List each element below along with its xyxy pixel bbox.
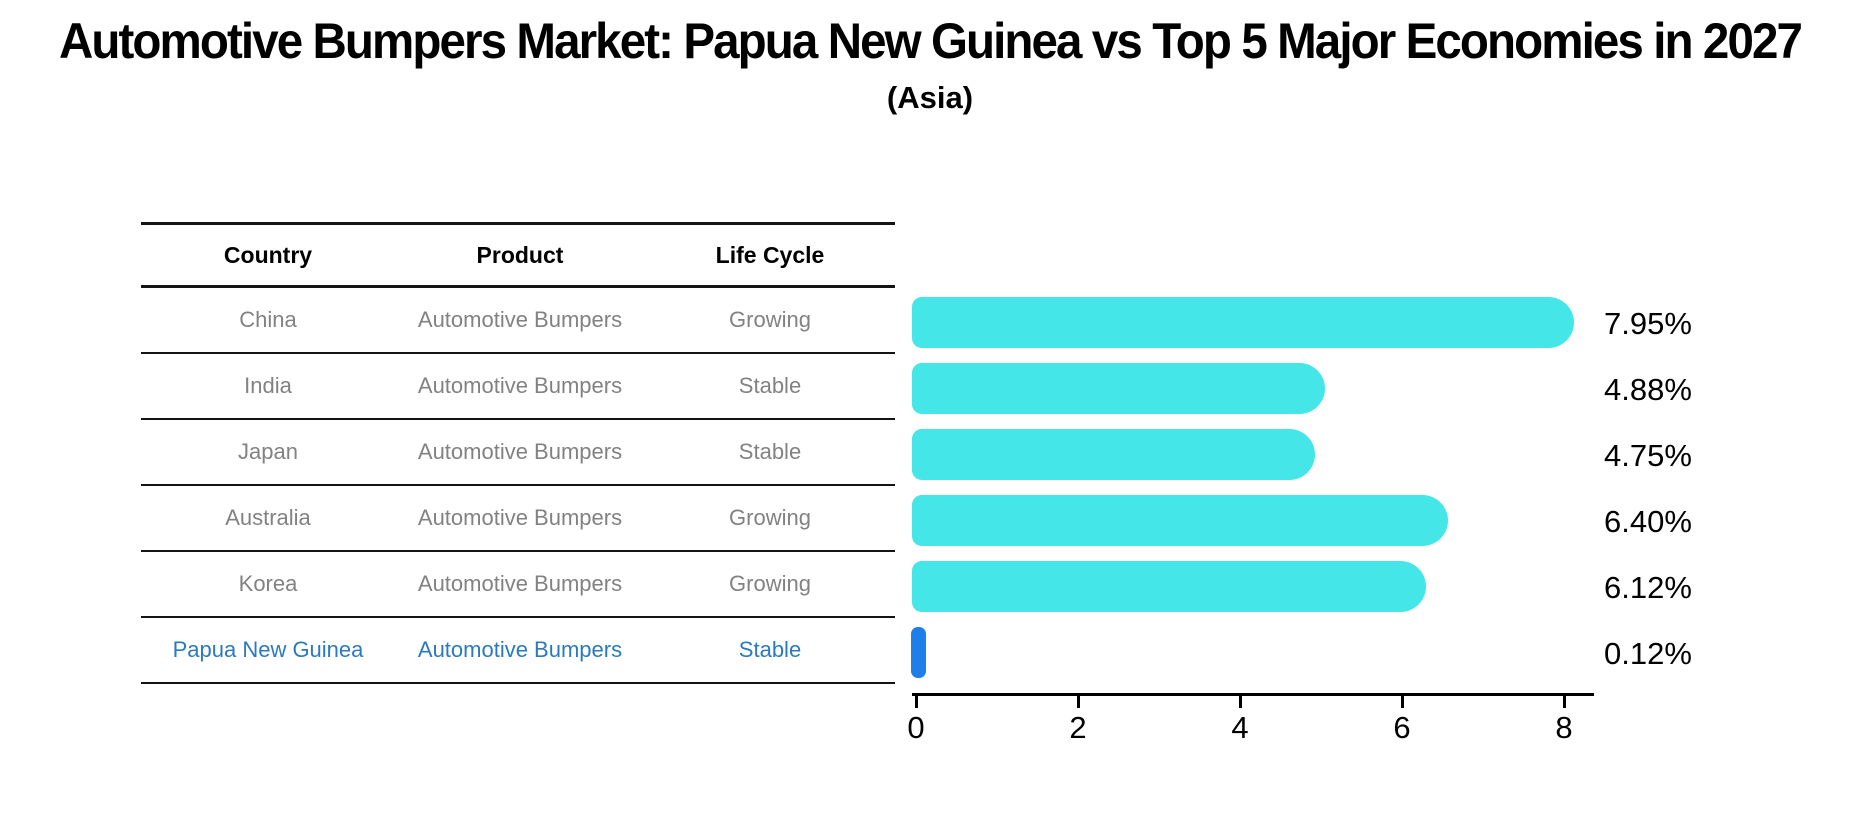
- x-axis-tick-label: 4: [1231, 710, 1249, 745]
- x-axis-tick: [1077, 696, 1080, 708]
- x-axis-tick: [1239, 696, 1242, 708]
- country-table: Country Product Life Cycle China Automoti…: [141, 222, 895, 684]
- value-label: 6.12%: [1604, 570, 1692, 605]
- table-header-row: Country Product Life Cycle: [141, 222, 895, 288]
- lifecycle-cell: Growing: [729, 307, 811, 332]
- product-cell: Automotive Bumpers: [417, 505, 623, 530]
- header-lifecycle: Life Cycle: [715, 241, 825, 268]
- x-axis-tick: [1401, 696, 1404, 708]
- bar-papua-new-guinea: [911, 627, 926, 678]
- country-cell: Australia: [225, 505, 311, 530]
- header-country: Country: [223, 241, 313, 268]
- country-cell: Japan: [238, 439, 298, 464]
- x-axis-tick-label: 0: [907, 710, 925, 745]
- bar-australia: [912, 495, 1448, 546]
- x-axis-tick: [1563, 696, 1566, 708]
- product-cell: Automotive Bumpers: [417, 307, 623, 332]
- country-cell: India: [244, 373, 292, 398]
- x-axis-tick: [915, 696, 918, 708]
- value-label: 7.95%: [1604, 306, 1692, 341]
- header-product: Product: [476, 241, 564, 268]
- x-axis-tick-label: 8: [1555, 710, 1573, 745]
- country-cell: China: [239, 307, 297, 332]
- lifecycle-cell: Stable: [738, 637, 802, 662]
- product-cell: Automotive Bumpers: [417, 571, 623, 596]
- value-label: 0.12%: [1604, 636, 1692, 671]
- table-body: China Automotive Bumpers Growing India Autom…: [141, 288, 895, 684]
- bar-korea: [912, 561, 1426, 612]
- table-row: Papua New Guinea Automotive Bumpers Stable: [141, 618, 895, 684]
- lifecycle-cell: Growing: [729, 505, 811, 530]
- bar-japan: [912, 429, 1315, 480]
- table-row: Japan Automotive Bumpers Stable: [141, 420, 895, 486]
- x-axis-tick-label: 2: [1069, 710, 1087, 745]
- table-row: Australia Automotive Bumpers Growing: [141, 486, 895, 552]
- x-axis-line: [912, 693, 1594, 696]
- product-cell: Automotive Bumpers: [417, 439, 623, 464]
- product-cell: Automotive Bumpers: [417, 373, 623, 398]
- value-label: 4.75%: [1604, 438, 1692, 473]
- value-label: 4.88%: [1604, 372, 1692, 407]
- lifecycle-cell: Stable: [738, 373, 802, 398]
- table-row: China Automotive Bumpers Growing: [141, 288, 895, 354]
- lifecycle-cell: Stable: [738, 439, 802, 464]
- x-axis-tick-label: 6: [1393, 710, 1411, 745]
- country-cell: Korea: [238, 571, 298, 596]
- table-row: Korea Automotive Bumpers Growing: [141, 552, 895, 618]
- bar-india: [912, 363, 1325, 414]
- value-label: 6.40%: [1604, 504, 1692, 539]
- lifecycle-cell: Growing: [729, 571, 811, 596]
- bar-china: [912, 297, 1574, 348]
- chart-subtitle: (Asia): [886, 80, 974, 115]
- product-cell: Automotive Bumpers: [417, 637, 623, 662]
- table-row: India Automotive Bumpers Stable: [141, 354, 895, 420]
- country-cell: Papua New Guinea: [172, 637, 364, 662]
- chart-title: Automotive Bumpers Market: Papua New Gui…: [58, 13, 1803, 69]
